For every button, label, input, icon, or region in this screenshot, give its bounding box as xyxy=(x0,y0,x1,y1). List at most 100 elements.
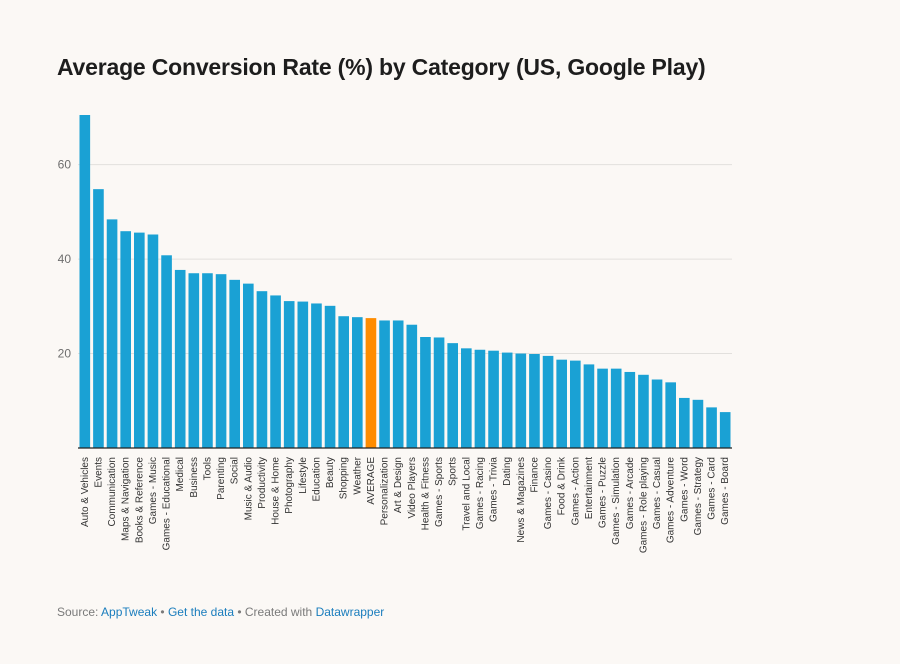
category-label: Games - Educational xyxy=(162,457,173,550)
bar xyxy=(161,255,172,448)
category-label: AVERAGE xyxy=(366,457,377,505)
category-label: Music & Audio xyxy=(243,457,254,521)
category-label: Tools xyxy=(202,457,213,480)
category-label: Sports xyxy=(448,457,459,486)
category-label: Auto & Vehicles xyxy=(80,457,91,527)
bar xyxy=(624,371,636,448)
bar xyxy=(365,318,377,448)
category-label: Maps & Navigation xyxy=(121,457,132,541)
category-label: Finance xyxy=(529,457,540,493)
category-label: Entertainment xyxy=(584,457,595,519)
category-label: Shopping xyxy=(339,457,350,499)
category-label: Medical xyxy=(175,457,186,491)
category-label: Games - Casual xyxy=(652,457,663,529)
bar xyxy=(188,273,200,448)
category-label: Business xyxy=(189,457,200,498)
bar xyxy=(638,374,649,448)
bar xyxy=(392,320,404,448)
category-label: Communication xyxy=(107,457,118,526)
bar xyxy=(597,368,608,448)
bar xyxy=(147,234,159,448)
category-label: Dating xyxy=(502,457,513,486)
bar xyxy=(719,412,731,448)
category-label: Games - Arcade xyxy=(625,457,636,530)
bar xyxy=(678,397,690,448)
bar xyxy=(79,115,91,448)
category-label: Photography xyxy=(284,457,295,514)
category-label: News & Magazines xyxy=(516,457,527,543)
category-label: Books & Reference xyxy=(134,457,145,544)
bar xyxy=(215,274,227,448)
bar xyxy=(556,359,568,448)
bar xyxy=(406,324,418,448)
bar xyxy=(501,352,513,448)
bar xyxy=(133,232,145,448)
source-link[interactable]: AppTweak xyxy=(101,605,158,619)
category-label: Games - Word xyxy=(679,457,690,522)
bar xyxy=(706,407,717,448)
category-label: Food & Drink xyxy=(557,456,568,515)
category-label: Games - Strategy xyxy=(693,457,704,535)
category-label: Games - Trivia xyxy=(489,457,500,522)
bar xyxy=(610,368,622,448)
category-label: Games - Racing xyxy=(475,457,486,529)
chart-title: Average Conversion Rate (%) by Category … xyxy=(57,54,706,80)
category-label: Social xyxy=(230,457,241,484)
bar xyxy=(474,349,486,448)
category-label: Travel and Local xyxy=(461,457,472,531)
bar xyxy=(256,291,268,448)
bar xyxy=(106,219,118,448)
category-label: Games - Role playing xyxy=(638,457,649,553)
footer-separator: • xyxy=(157,605,168,619)
bar xyxy=(93,189,104,448)
bar xyxy=(379,320,390,448)
created-with-text: • Created with xyxy=(234,605,316,619)
bar xyxy=(529,354,540,448)
bar xyxy=(202,273,213,448)
category-label: Games - Casino xyxy=(543,457,554,530)
bar xyxy=(460,348,472,448)
category-label: Games - Action xyxy=(570,457,581,525)
bar xyxy=(583,364,595,448)
bar xyxy=(120,231,132,448)
bar xyxy=(229,279,241,448)
bar xyxy=(515,353,527,448)
bar xyxy=(297,301,309,448)
category-label: Games - Simulation xyxy=(611,457,622,545)
category-label: Games - Adventure xyxy=(666,457,677,544)
bar xyxy=(311,303,322,448)
bar xyxy=(665,382,677,448)
bar xyxy=(542,355,554,448)
bar xyxy=(488,350,499,448)
category-label: Personalization xyxy=(380,457,391,525)
bar xyxy=(338,316,350,448)
bar xyxy=(283,301,295,448)
bar xyxy=(420,337,431,448)
category-label: Games - Card xyxy=(707,457,718,520)
y-tick-label: 60 xyxy=(58,158,72,172)
datawrapper-link[interactable]: Datawrapper xyxy=(315,605,385,619)
y-tick-label: 20 xyxy=(58,347,72,361)
category-label: Games - Sports xyxy=(434,457,445,527)
bar xyxy=(174,269,186,448)
bar xyxy=(651,379,663,448)
get-data-link[interactable]: Get the data xyxy=(167,605,234,619)
bar xyxy=(351,317,363,448)
bar xyxy=(324,305,336,448)
category-label: Games - Puzzle xyxy=(598,457,609,529)
category-label: Productivity xyxy=(257,457,268,509)
category-label: Video Players xyxy=(407,457,418,519)
category-label: Art & Design xyxy=(393,457,404,513)
source-prefix: Source: xyxy=(57,605,102,619)
bar-chart: 20 40 60 Auto & Vehicles Events Communication… xyxy=(58,115,732,553)
category-label: Health & Fitness xyxy=(420,457,431,530)
category-label: Education xyxy=(311,457,322,501)
category-label: Weather xyxy=(352,456,363,494)
category-label: Parenting xyxy=(216,457,227,500)
category-label: Beauty xyxy=(325,457,336,488)
category-label: Lifestyle xyxy=(298,457,309,494)
bar xyxy=(433,337,445,448)
category-label: Games - Board xyxy=(720,457,731,525)
y-tick-label: 40 xyxy=(58,252,72,266)
category-label: Events xyxy=(93,457,104,488)
